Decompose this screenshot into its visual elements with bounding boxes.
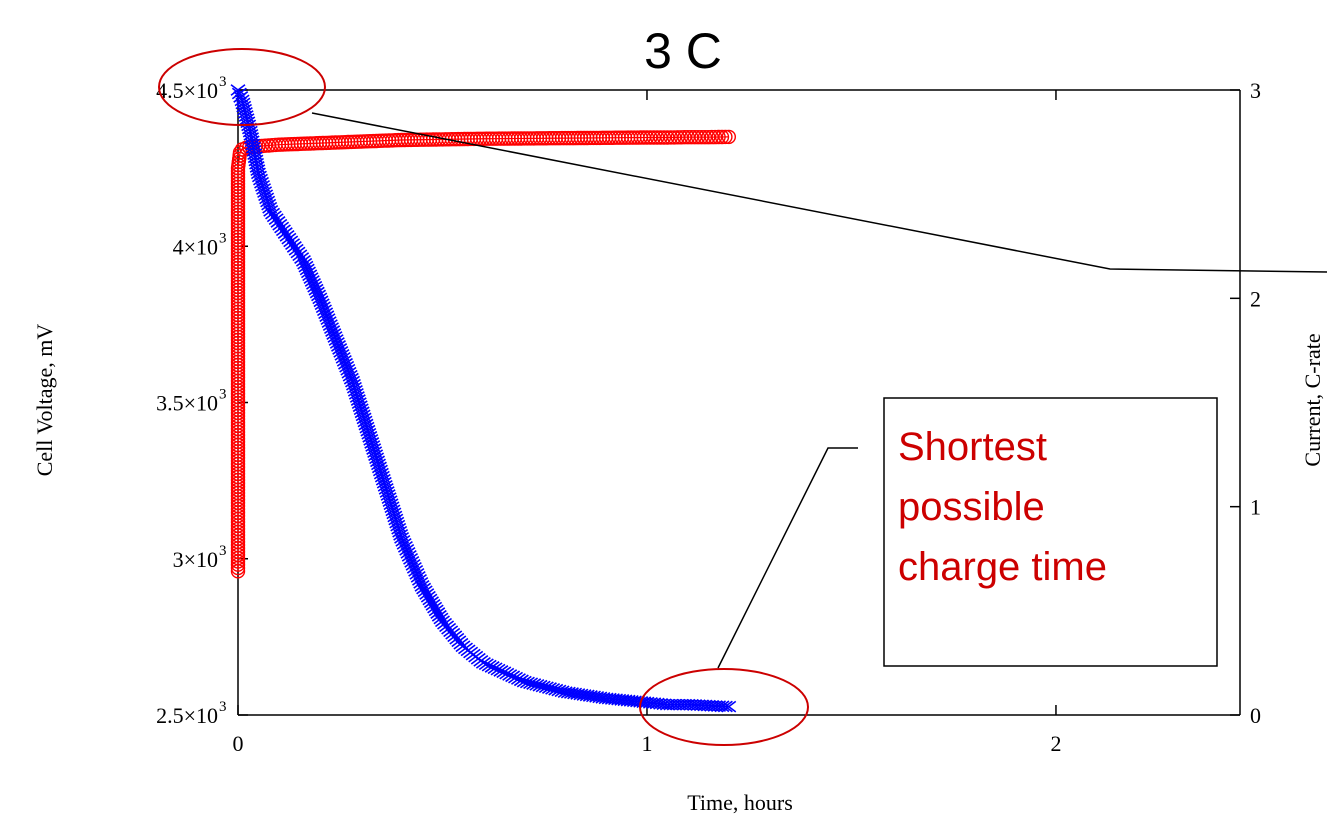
series-line-1 (237, 89, 729, 708)
y-tick-exponent-3: 3 (219, 230, 227, 246)
x-axis-label: Time, hours (687, 790, 793, 815)
voltage-point-284 (718, 129, 733, 145)
voltage-point-278 (697, 129, 713, 145)
current-point-54 (292, 249, 308, 262)
annotations: Shortest possible charge time (158, 48, 1327, 746)
current-point-230 (582, 690, 598, 702)
voltage-point-267 (660, 130, 675, 145)
y-tick-label-0: 2.5×10 (156, 703, 218, 728)
y-tick-exponent-0: 3 (219, 699, 227, 715)
current-point-0 (230, 84, 246, 96)
current-point-271 (717, 700, 733, 713)
current-point-44 (274, 221, 290, 234)
annotation-line-3: charge time (898, 545, 1107, 589)
y-tick-exponent-1: 3 (219, 543, 227, 559)
voltage-point-283 (714, 129, 730, 145)
y2-tick-label-3: 3 (1250, 78, 1261, 103)
voltage-point-281 (707, 129, 723, 145)
current-point-228 (576, 689, 592, 701)
bottom-callout-line (717, 447, 858, 669)
top-callout-line (311, 112, 1327, 273)
current-point-227 (573, 688, 589, 701)
current-point-2 (233, 91, 249, 103)
current-point-270 (714, 700, 730, 713)
y-tick-label-3: 4×10 (173, 234, 218, 259)
voltage-series (230, 129, 736, 579)
current-point-233 (592, 691, 608, 704)
x-tick-label-1: 1 (641, 731, 652, 756)
current-point-223 (560, 686, 576, 699)
series-line-0 (237, 136, 729, 572)
voltage-point-269 (667, 130, 682, 145)
top-left-highlight-ellipse (158, 48, 326, 126)
current-point-232 (589, 691, 605, 703)
current-point-1 (231, 87, 247, 100)
current-series (230, 84, 737, 713)
current-point-39 (265, 207, 281, 220)
current-point-51 (286, 241, 302, 253)
chart-title: 3 C (644, 23, 722, 79)
current-point-225 (567, 687, 583, 700)
voltage-point-266 (656, 130, 672, 145)
current-point-222 (557, 686, 573, 698)
y2-tick-label-0: 0 (1250, 703, 1261, 728)
current-point-45 (275, 224, 291, 237)
annotation-line-2: possible (898, 485, 1045, 529)
y-tick-label-2: 3.5×10 (156, 391, 218, 416)
x-tick-label-0: 0 (233, 731, 244, 756)
current-point-53 (290, 246, 306, 259)
y-tick-label-4: 4.5×10 (156, 78, 218, 103)
current-point-41 (268, 213, 284, 226)
current-point-224 (563, 687, 579, 699)
current-point-52 (288, 243, 304, 256)
current-point-46 (277, 227, 293, 239)
y-tick-label-1: 3×10 (173, 547, 218, 572)
y2-axis-label: Current, C-rate (1300, 333, 1325, 466)
current-point-38 (263, 204, 279, 217)
current-point-231 (586, 690, 601, 703)
current-point-234 (595, 691, 611, 704)
current-point-48 (281, 232, 297, 245)
current-point-47 (279, 229, 295, 242)
current-point-49 (283, 235, 299, 248)
voltage-point-285 (721, 129, 736, 145)
current-point-43 (272, 218, 288, 231)
voltage-point-280 (704, 129, 719, 145)
annotation-box (883, 397, 1218, 667)
x-tick-label-2: 2 (1050, 731, 1061, 756)
current-point-50 (285, 238, 301, 251)
bottom-highlight-ellipse (639, 668, 809, 746)
current-point-226 (570, 688, 586, 700)
y2-tick-label-1: 1 (1250, 495, 1261, 520)
current-point-40 (266, 210, 282, 223)
y-axis-label: Cell Voltage, mV (32, 324, 57, 477)
voltage-point-268 (663, 130, 678, 145)
current-point-272 (721, 700, 737, 713)
y2-tick-label-2: 2 (1250, 286, 1261, 311)
current-point-37 (262, 201, 278, 214)
y-tick-exponent-4: 3 (219, 74, 227, 90)
current-point-229 (579, 689, 595, 702)
current-point-42 (270, 216, 286, 228)
series-layer (230, 84, 737, 713)
annotation-line-1: Shortest (898, 425, 1047, 469)
voltage-point-279 (701, 129, 716, 145)
voltage-point-282 (711, 129, 726, 145)
y-tick-exponent-2: 3 (219, 387, 227, 403)
